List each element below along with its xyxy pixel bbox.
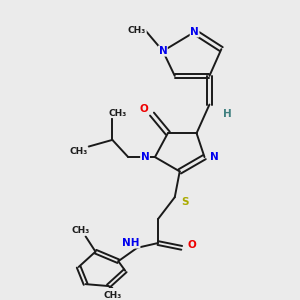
Text: CH₃: CH₃ bbox=[108, 109, 126, 118]
Text: N: N bbox=[158, 46, 167, 56]
Text: CH₃: CH₃ bbox=[103, 291, 122, 300]
Text: S: S bbox=[181, 197, 188, 207]
Text: O: O bbox=[140, 104, 148, 114]
Text: NH: NH bbox=[122, 238, 140, 248]
Text: H: H bbox=[223, 109, 232, 119]
Text: N: N bbox=[190, 27, 199, 37]
Text: O: O bbox=[187, 240, 196, 250]
Text: CH₃: CH₃ bbox=[71, 226, 90, 235]
Text: N: N bbox=[141, 152, 149, 162]
Text: N: N bbox=[210, 152, 219, 162]
Text: CH₃: CH₃ bbox=[70, 147, 88, 156]
Text: CH₃: CH₃ bbox=[128, 26, 146, 34]
